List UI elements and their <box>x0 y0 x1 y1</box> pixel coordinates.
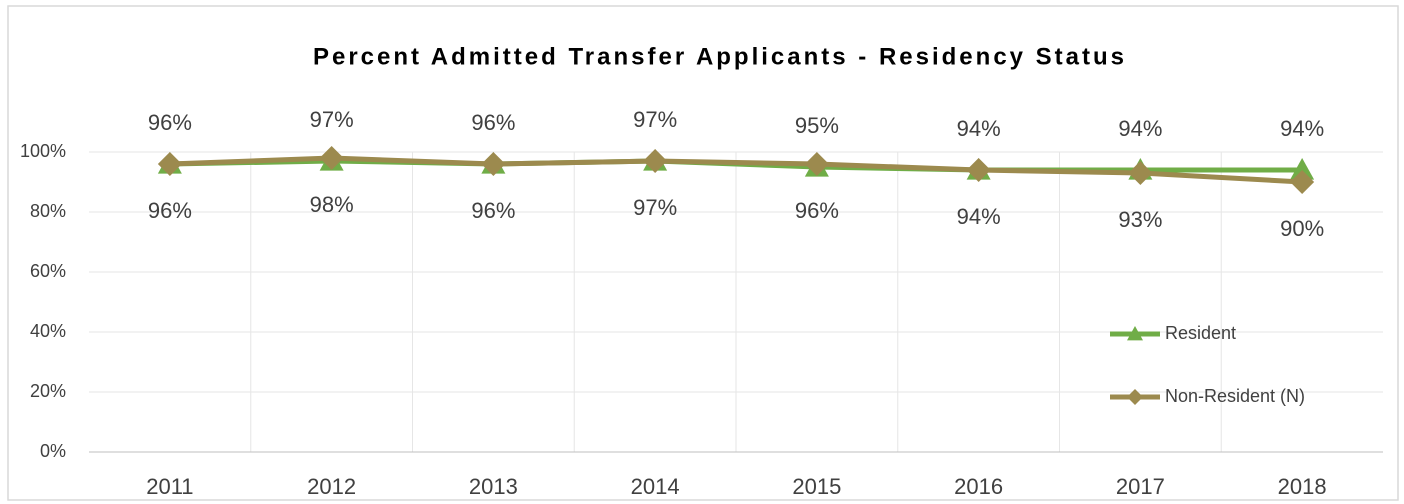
diamond-marker <box>643 149 668 173</box>
data-label: 94% <box>957 204 1001 229</box>
data-label: 96% <box>795 198 839 223</box>
data-label: 94% <box>957 116 1001 141</box>
data-label: 94% <box>1280 116 1324 141</box>
x-tick-label: 2015 <box>792 474 841 499</box>
legend-label: Resident <box>1165 323 1236 343</box>
triangle-marker <box>1290 158 1315 180</box>
diamond-marker <box>966 158 991 182</box>
legend-item: Non-Resident (N) <box>1110 386 1305 406</box>
data-label: 96% <box>148 198 192 223</box>
x-tick-label: 2017 <box>1116 474 1165 499</box>
diamond-marker <box>319 146 344 170</box>
data-label: 98% <box>310 192 354 217</box>
diamond-marker <box>481 152 506 176</box>
legend-item: Resident <box>1110 323 1236 343</box>
data-label: 90% <box>1280 216 1324 241</box>
x-tick-label: 2016 <box>954 474 1003 499</box>
data-label: 97% <box>633 107 677 132</box>
y-tick-label: 60% <box>30 261 66 281</box>
data-label: 96% <box>148 110 192 135</box>
y-tick-label: 20% <box>30 381 66 401</box>
x-tick-label: 2011 <box>146 474 193 499</box>
data-label: 94% <box>1118 116 1162 141</box>
x-tick-label: 2013 <box>469 474 518 499</box>
y-tick-label: 40% <box>30 321 66 341</box>
data-label: 96% <box>471 110 515 135</box>
chart-title: Percent Admitted Transfer Applicants - R… <box>313 43 1127 70</box>
y-tick-label: 100% <box>20 141 66 161</box>
legend-label: Non-Resident (N) <box>1165 386 1305 406</box>
data-label: 97% <box>633 195 677 220</box>
data-label: 95% <box>795 113 839 138</box>
x-tick-label: 2014 <box>631 474 680 499</box>
data-label: 93% <box>1118 207 1162 232</box>
x-tick-label: 2012 <box>307 474 356 499</box>
chart-border <box>7 5 1399 501</box>
diamond-marker <box>1290 170 1315 194</box>
diamond-marker <box>157 152 182 176</box>
diamond-marker <box>1127 389 1143 405</box>
y-tick-label: 80% <box>30 201 66 221</box>
y-tick-label: 0% <box>40 441 66 461</box>
series-line <box>169 155 1303 185</box>
data-label: 97% <box>310 107 354 132</box>
x-tick-label: 2018 <box>1278 474 1327 499</box>
diamond-marker <box>804 152 829 176</box>
triangle-marker <box>1127 326 1143 341</box>
data-label: 96% <box>471 198 515 223</box>
diamond-marker <box>1128 161 1153 185</box>
